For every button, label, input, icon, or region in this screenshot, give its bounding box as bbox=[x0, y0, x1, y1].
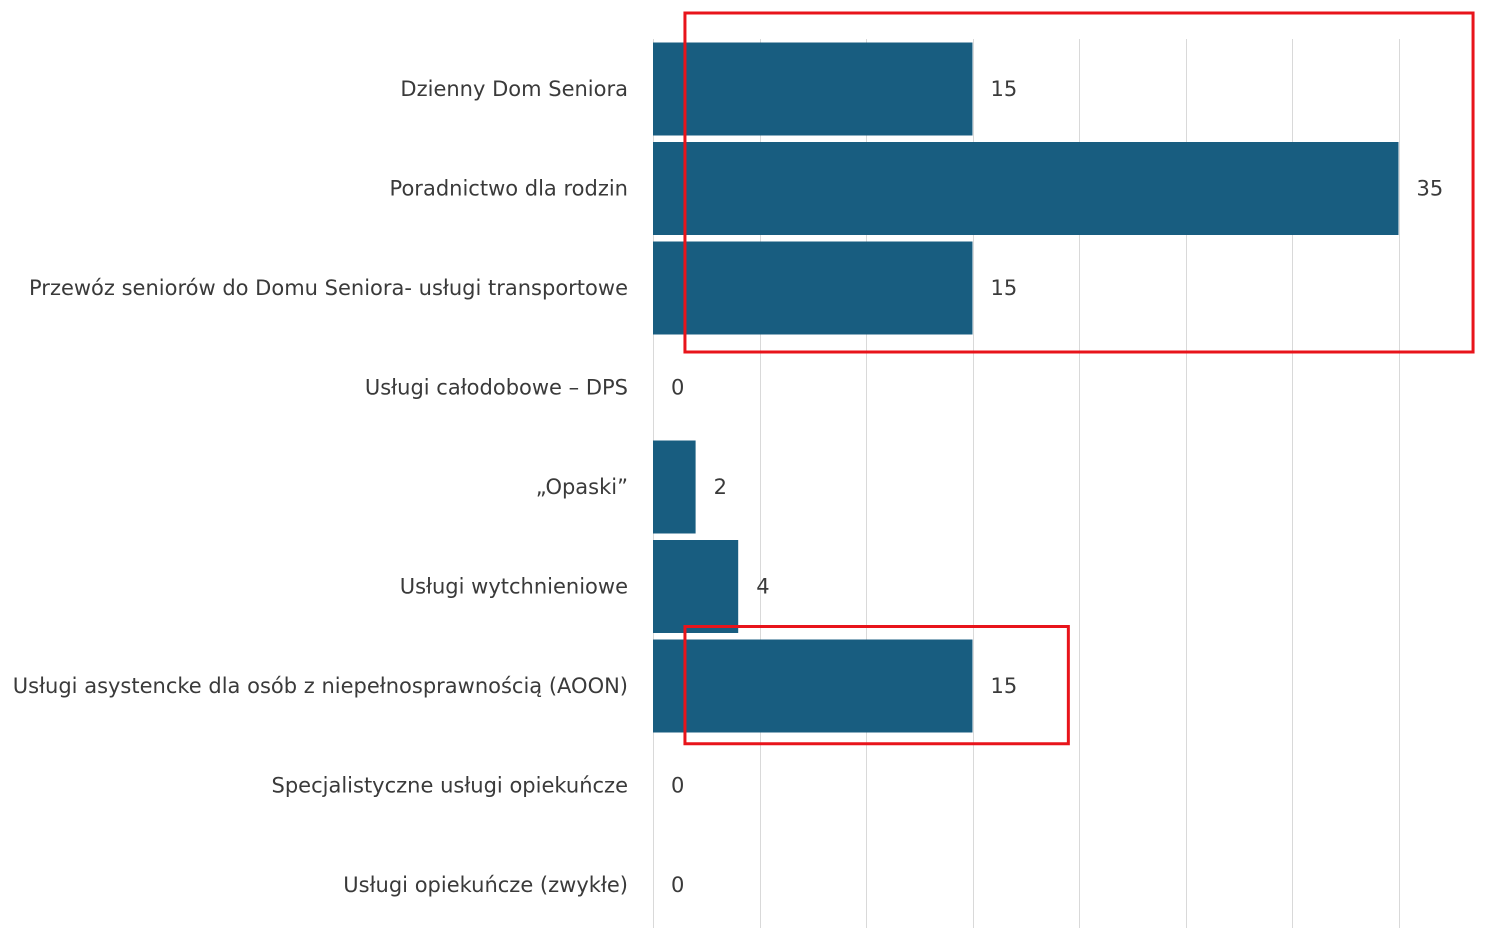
bar-1 bbox=[653, 142, 1399, 235]
bar-0 bbox=[653, 42, 973, 136]
value-labels: 15 35 15 0 2 4 15 0 0 bbox=[671, 77, 1443, 897]
value-label-8: 0 bbox=[671, 873, 684, 897]
value-label-4: 2 bbox=[714, 475, 727, 499]
category-labels: Dzienny Dom Seniora Poradnictwo dla rodzi… bbox=[13, 77, 628, 897]
category-label-7: Specjalistyczne usługi opiekuńcze bbox=[272, 774, 629, 798]
highlight-box-1 bbox=[683, 625, 1070, 746]
bar-5 bbox=[653, 540, 739, 633]
bar-2 bbox=[653, 241, 973, 335]
bar-4 bbox=[653, 440, 696, 534]
value-label-2: 15 bbox=[991, 276, 1018, 300]
category-label-3: Usługi całodobowe – DPS bbox=[365, 376, 628, 400]
value-label-5: 4 bbox=[756, 575, 769, 599]
bar-6 bbox=[653, 639, 973, 733]
highlight-box-0 bbox=[683, 11, 1475, 354]
value-label-6: 15 bbox=[991, 674, 1018, 698]
value-label-0: 15 bbox=[991, 77, 1018, 101]
value-label-7: 0 bbox=[671, 774, 684, 798]
category-label-5: Usługi wytchnieniowe bbox=[400, 575, 628, 599]
category-label-2: Przewóz seniorów do Domu Seniora- usługi… bbox=[29, 276, 628, 300]
category-label-1: Poradnictwo dla rodzin bbox=[390, 177, 628, 201]
value-label-3: 0 bbox=[671, 376, 684, 400]
bars bbox=[653, 42, 1399, 733]
category-label-8: Usługi opiekuńcze (zwykłe) bbox=[343, 873, 628, 897]
category-label-0: Dzienny Dom Seniora bbox=[400, 77, 628, 101]
value-label-1: 35 bbox=[1417, 177, 1444, 201]
category-label-6: Usługi asystencke dla osób z niepełnospr… bbox=[13, 674, 628, 698]
highlight-boxes bbox=[683, 11, 1475, 746]
category-label-4: „Opaski” bbox=[536, 475, 628, 499]
